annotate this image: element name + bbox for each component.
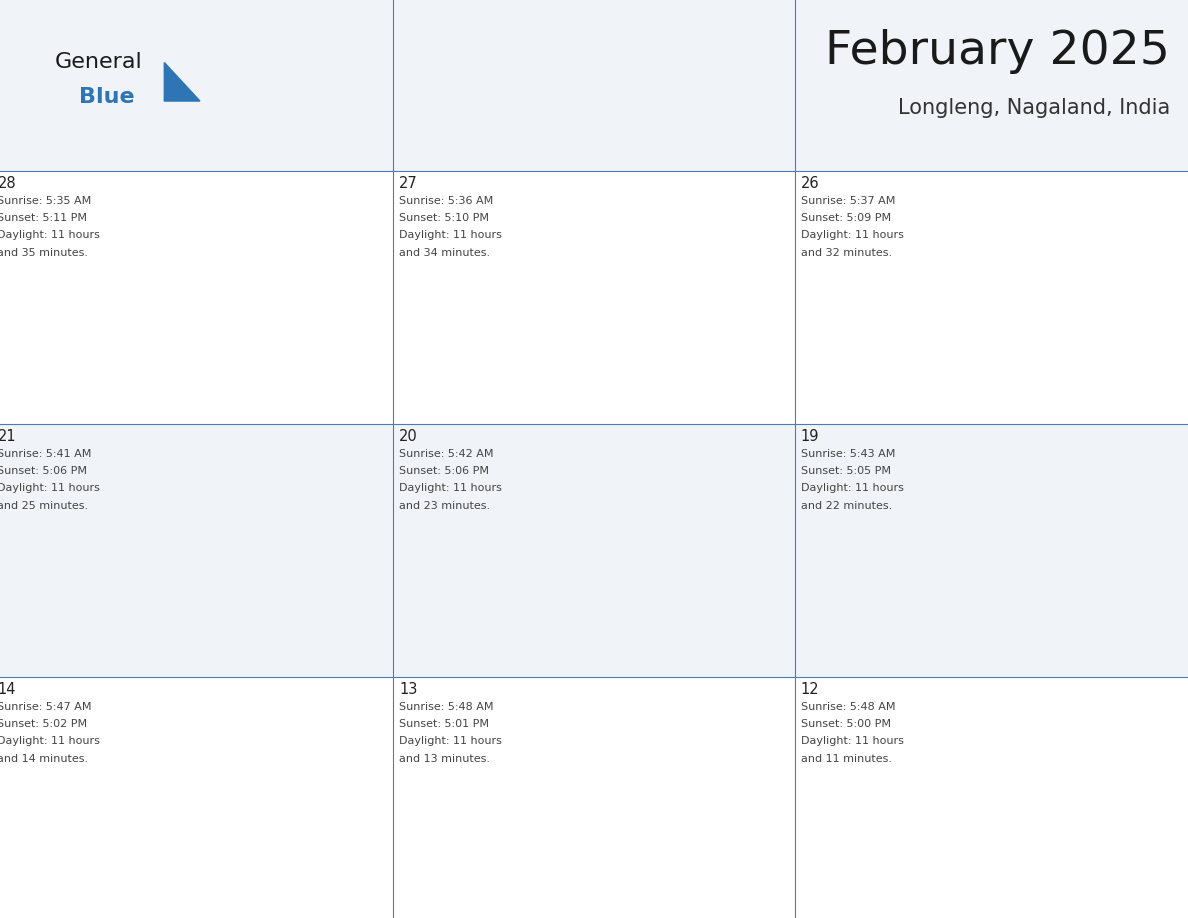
Text: Daylight: 11 hours: Daylight: 11 hours [0, 484, 100, 493]
Text: 21: 21 [0, 429, 17, 444]
Bar [393, 0, 795, 171]
Text: Daylight: 11 hours: Daylight: 11 hours [0, 230, 100, 241]
Text: Sunset: 5:06 PM: Sunset: 5:06 PM [399, 466, 489, 476]
Text: 27: 27 [399, 176, 418, 191]
Text: 19: 19 [801, 429, 820, 444]
Bar [0, 171, 393, 424]
Text: Sunrise: 5:36 AM: Sunrise: 5:36 AM [399, 196, 493, 206]
Bar [393, 424, 795, 677]
Text: Daylight: 11 hours: Daylight: 11 hours [399, 736, 503, 746]
Text: and 14 minutes.: and 14 minutes. [0, 754, 89, 764]
Text: Sunset: 5:00 PM: Sunset: 5:00 PM [801, 719, 891, 729]
Text: and 25 minutes.: and 25 minutes. [0, 501, 89, 510]
Text: Sunset: 5:05 PM: Sunset: 5:05 PM [801, 466, 891, 476]
Bar [0, 0, 393, 171]
Bar [0, 677, 393, 918]
Text: and 23 minutes.: and 23 minutes. [399, 501, 491, 510]
Text: Sunset: 5:01 PM: Sunset: 5:01 PM [399, 719, 489, 729]
Text: Sunset: 5:10 PM: Sunset: 5:10 PM [399, 213, 489, 223]
Text: Blue: Blue [78, 87, 134, 106]
Bar [795, 171, 1188, 424]
Text: Daylight: 11 hours: Daylight: 11 hours [801, 230, 904, 241]
Text: Sunrise: 5:35 AM: Sunrise: 5:35 AM [0, 196, 91, 206]
Text: Sunrise: 5:43 AM: Sunrise: 5:43 AM [801, 449, 896, 459]
Text: Sunset: 5:06 PM: Sunset: 5:06 PM [0, 466, 88, 476]
Text: 28: 28 [0, 176, 17, 191]
Bar [795, 424, 1188, 677]
Text: Sunrise: 5:47 AM: Sunrise: 5:47 AM [0, 701, 91, 711]
Text: 14: 14 [0, 682, 15, 697]
Text: and 32 minutes.: and 32 minutes. [801, 248, 892, 258]
Text: Sunrise: 5:37 AM: Sunrise: 5:37 AM [801, 196, 896, 206]
Text: 26: 26 [801, 176, 820, 191]
Polygon shape [164, 62, 200, 101]
Text: Sunset: 5:02 PM: Sunset: 5:02 PM [0, 719, 88, 729]
Bar [0, 424, 393, 677]
Text: Daylight: 11 hours: Daylight: 11 hours [0, 736, 100, 746]
Text: Daylight: 11 hours: Daylight: 11 hours [399, 484, 503, 493]
Bar [393, 171, 795, 424]
Text: 20: 20 [399, 429, 418, 444]
Bar [795, 0, 1188, 171]
Text: Longleng, Nagaland, India: Longleng, Nagaland, India [898, 98, 1170, 118]
Bar [795, 677, 1188, 918]
Text: and 34 minutes.: and 34 minutes. [399, 248, 491, 258]
Text: and 22 minutes.: and 22 minutes. [801, 501, 892, 510]
Text: Sunrise: 5:42 AM: Sunrise: 5:42 AM [399, 449, 494, 459]
Text: and 35 minutes.: and 35 minutes. [0, 248, 88, 258]
Text: Daylight: 11 hours: Daylight: 11 hours [801, 736, 904, 746]
Text: General: General [55, 52, 143, 72]
Text: Sunset: 5:11 PM: Sunset: 5:11 PM [0, 213, 88, 223]
Text: 12: 12 [801, 682, 820, 697]
Text: Sunrise: 5:48 AM: Sunrise: 5:48 AM [399, 701, 494, 711]
Text: and 13 minutes.: and 13 minutes. [399, 754, 491, 764]
Text: and 11 minutes.: and 11 minutes. [801, 754, 892, 764]
Text: Daylight: 11 hours: Daylight: 11 hours [801, 484, 904, 493]
Text: Sunset: 5:09 PM: Sunset: 5:09 PM [801, 213, 891, 223]
Bar [393, 677, 795, 918]
Text: Sunrise: 5:48 AM: Sunrise: 5:48 AM [801, 701, 896, 711]
Text: February 2025: February 2025 [826, 29, 1170, 74]
Text: Daylight: 11 hours: Daylight: 11 hours [399, 230, 503, 241]
Text: 13: 13 [399, 682, 417, 697]
Text: Sunrise: 5:41 AM: Sunrise: 5:41 AM [0, 449, 91, 459]
